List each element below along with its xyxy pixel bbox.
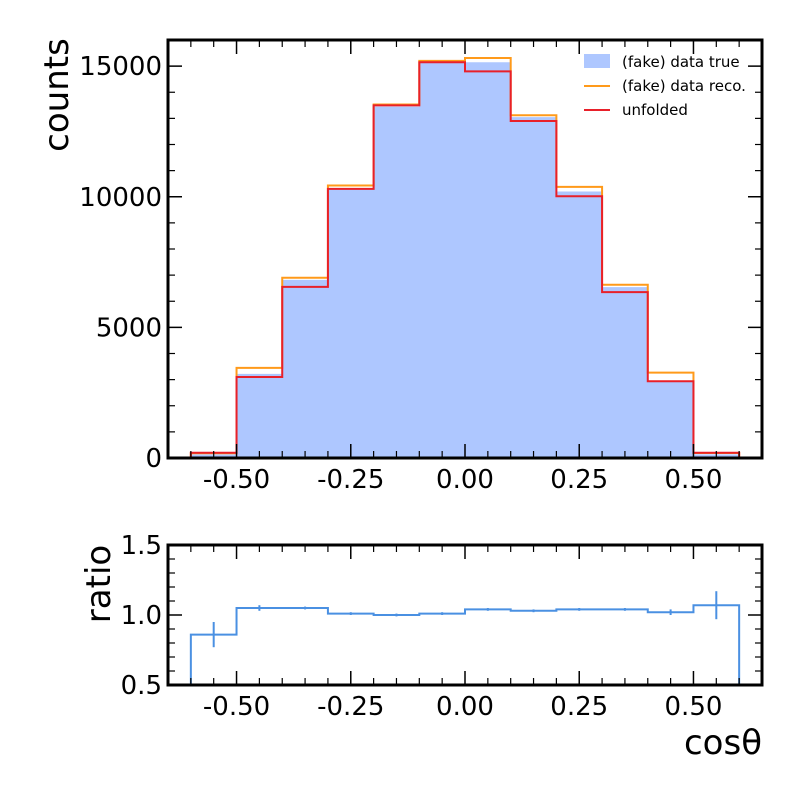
main-plot-area: [189, 57, 741, 459]
y-tick-label: 1.5: [121, 531, 162, 561]
ratio-step-line: [189, 604, 741, 685]
legend: (fake) data true (fake) data reco. unfolde…: [584, 53, 746, 119]
main-axis-ticks: -0.50 -0.25 0.00 0.25 0.50 0 5000 10000 15000: [79, 39, 762, 495]
x-tick-label: 0.50: [665, 465, 723, 495]
main-y-axis-label: counts: [37, 38, 77, 152]
x-tick-label: 0.25: [550, 692, 608, 722]
main-plot-frame: [166, 38, 764, 460]
main-histogram-panel: -0.50 -0.25 0.00 0.25 0.50 0 5000 10000 15000 co…: [37, 38, 764, 495]
x-tick-label: -0.25: [317, 465, 384, 495]
ratio-panel: -0.50 -0.25 0.00 0.25 0.50 0.5 1.0 1.5 ratio co…: [79, 531, 764, 763]
x-tick-label: -0.25: [317, 692, 384, 722]
y-tick-label: 0: [145, 444, 162, 474]
y-tick-label: 10000: [79, 183, 162, 213]
ratio-axis-ticks: -0.50 -0.25 0.00 0.25 0.50 0.5 1.0 1.5: [121, 531, 762, 722]
y-tick-label: 5000: [96, 313, 162, 343]
x-tick-label: 0.25: [550, 465, 608, 495]
x-tick-label: 0.00: [436, 465, 494, 495]
legend-label: (fake) data true: [622, 53, 740, 71]
x-tick-label: 0.50: [665, 692, 723, 722]
x-tick-label: 0.00: [436, 692, 494, 722]
legend-swatch-true: [584, 54, 610, 68]
y-tick-label: 15000: [79, 52, 162, 82]
x-tick-label: -0.50: [203, 465, 270, 495]
x-axis-label: cosθ: [684, 723, 762, 763]
x-tick-label: -0.50: [203, 692, 270, 722]
y-tick-label: 0.5: [121, 671, 162, 701]
histogram-true-fill: [190, 61, 740, 459]
y-tick-label: 1.0: [121, 601, 162, 631]
legend-label: unfolded: [622, 101, 688, 119]
ratio-y-axis-label: ratio: [79, 545, 119, 623]
ratio-plot-area: [189, 591, 741, 685]
histogram-unfolded-line: [189, 61, 741, 458]
legend-label: (fake) data reco.: [622, 77, 746, 95]
ratio-plot-frame: [166, 543, 764, 687]
